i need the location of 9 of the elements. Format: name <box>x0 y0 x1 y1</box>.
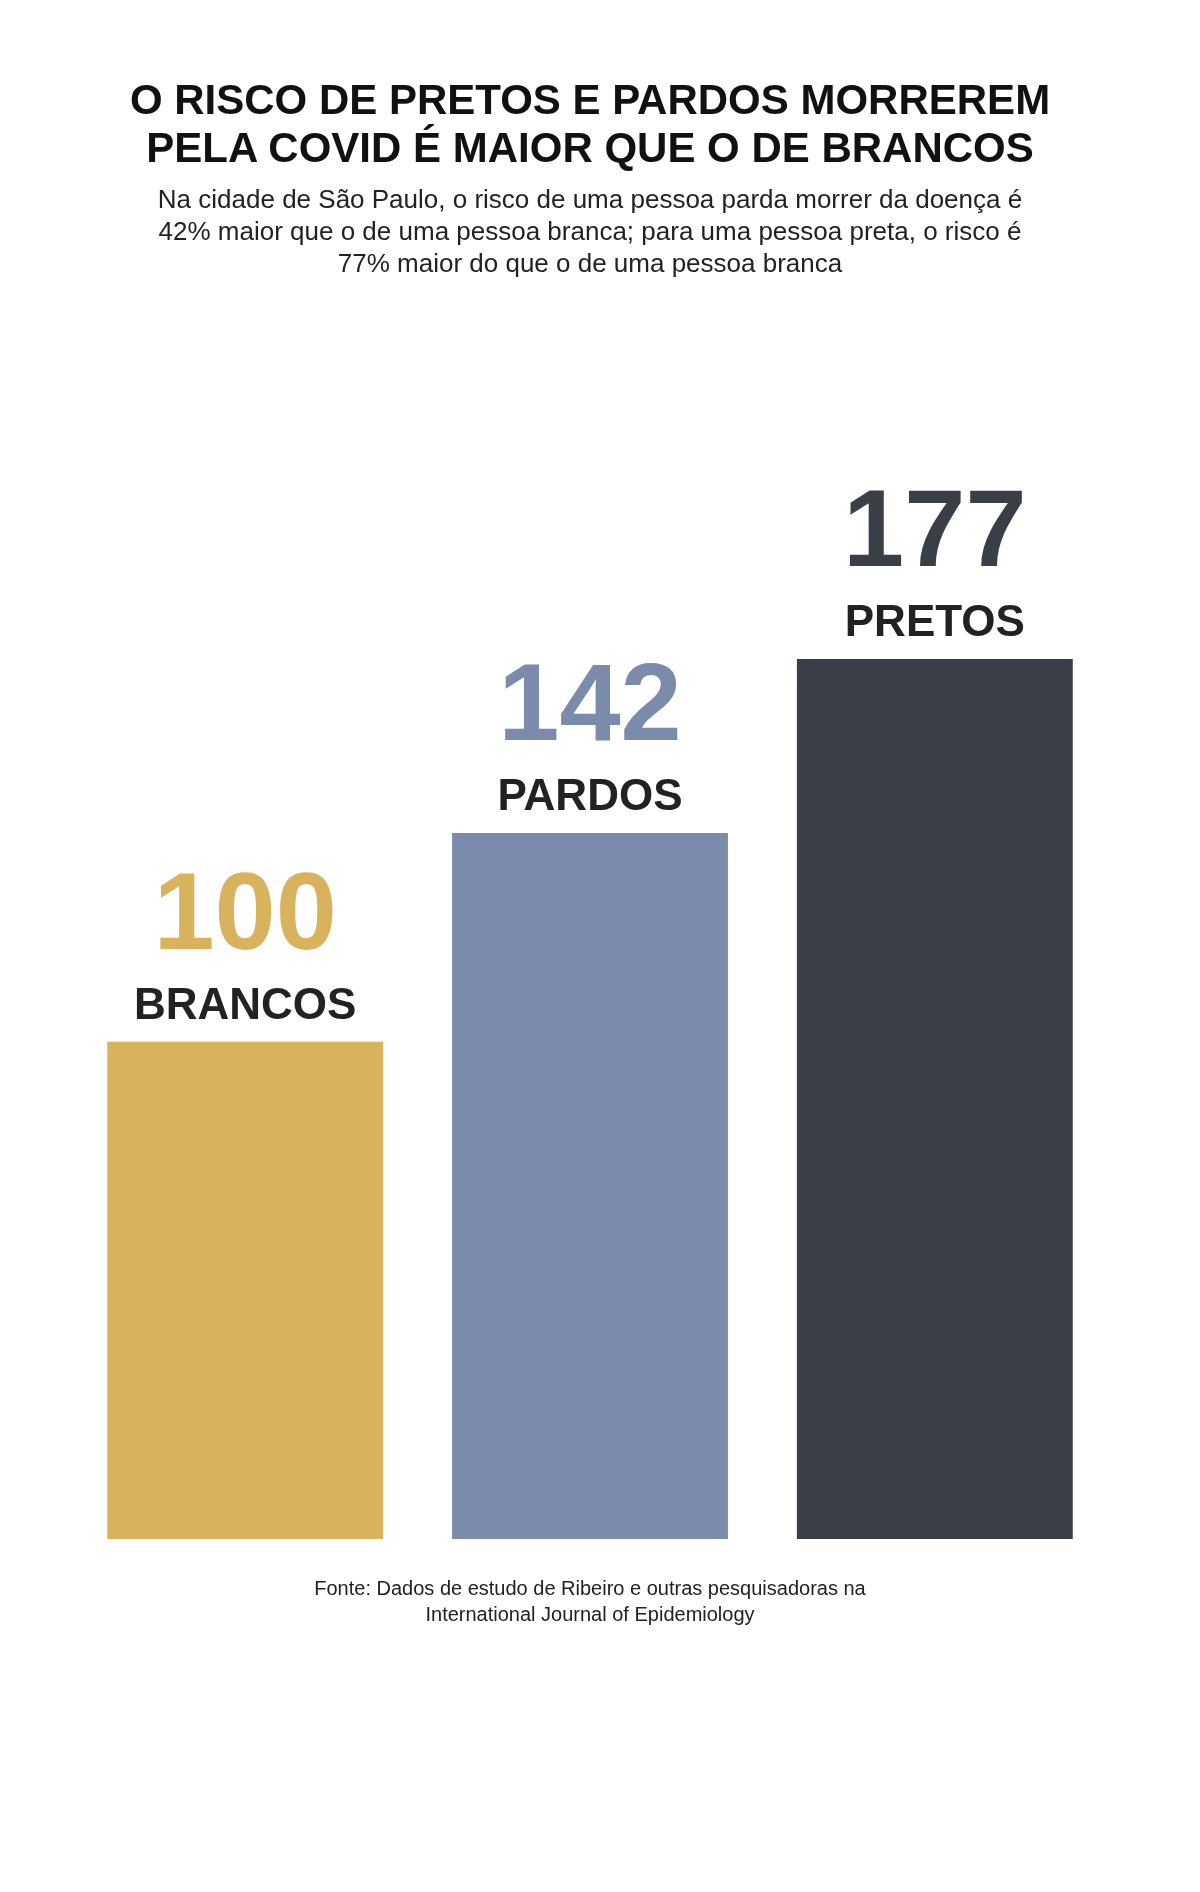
source-note: Fonte: Dados de estudo de Ribeiro e outras pesquisadoras na International Journal of Epidemiology <box>314 1577 867 1625</box>
data-label: 142 <box>498 640 682 764</box>
x-tick-label: PARDOS <box>497 770 683 820</box>
chart-subtitle: Na cidade de São Paulo, o risco de uma pessoa parda morrer da doença é 42% maior que o de uma pessoa branca; para uma pessoa preta, o risco é 77% maior do que o de uma pessoa branca <box>157 184 1023 278</box>
data-label: 100 <box>153 848 337 972</box>
chart-title: O RISCO DE PRETOS E PARDOS MORREREM PELA COVID É MAIOR QUE O DE BRANCOS <box>129 76 1051 171</box>
x-tick-label: PRETOS <box>844 596 1025 645</box>
x-tick-label: BRANCOS <box>133 978 357 1028</box>
data-label: 177 <box>843 466 1027 589</box>
